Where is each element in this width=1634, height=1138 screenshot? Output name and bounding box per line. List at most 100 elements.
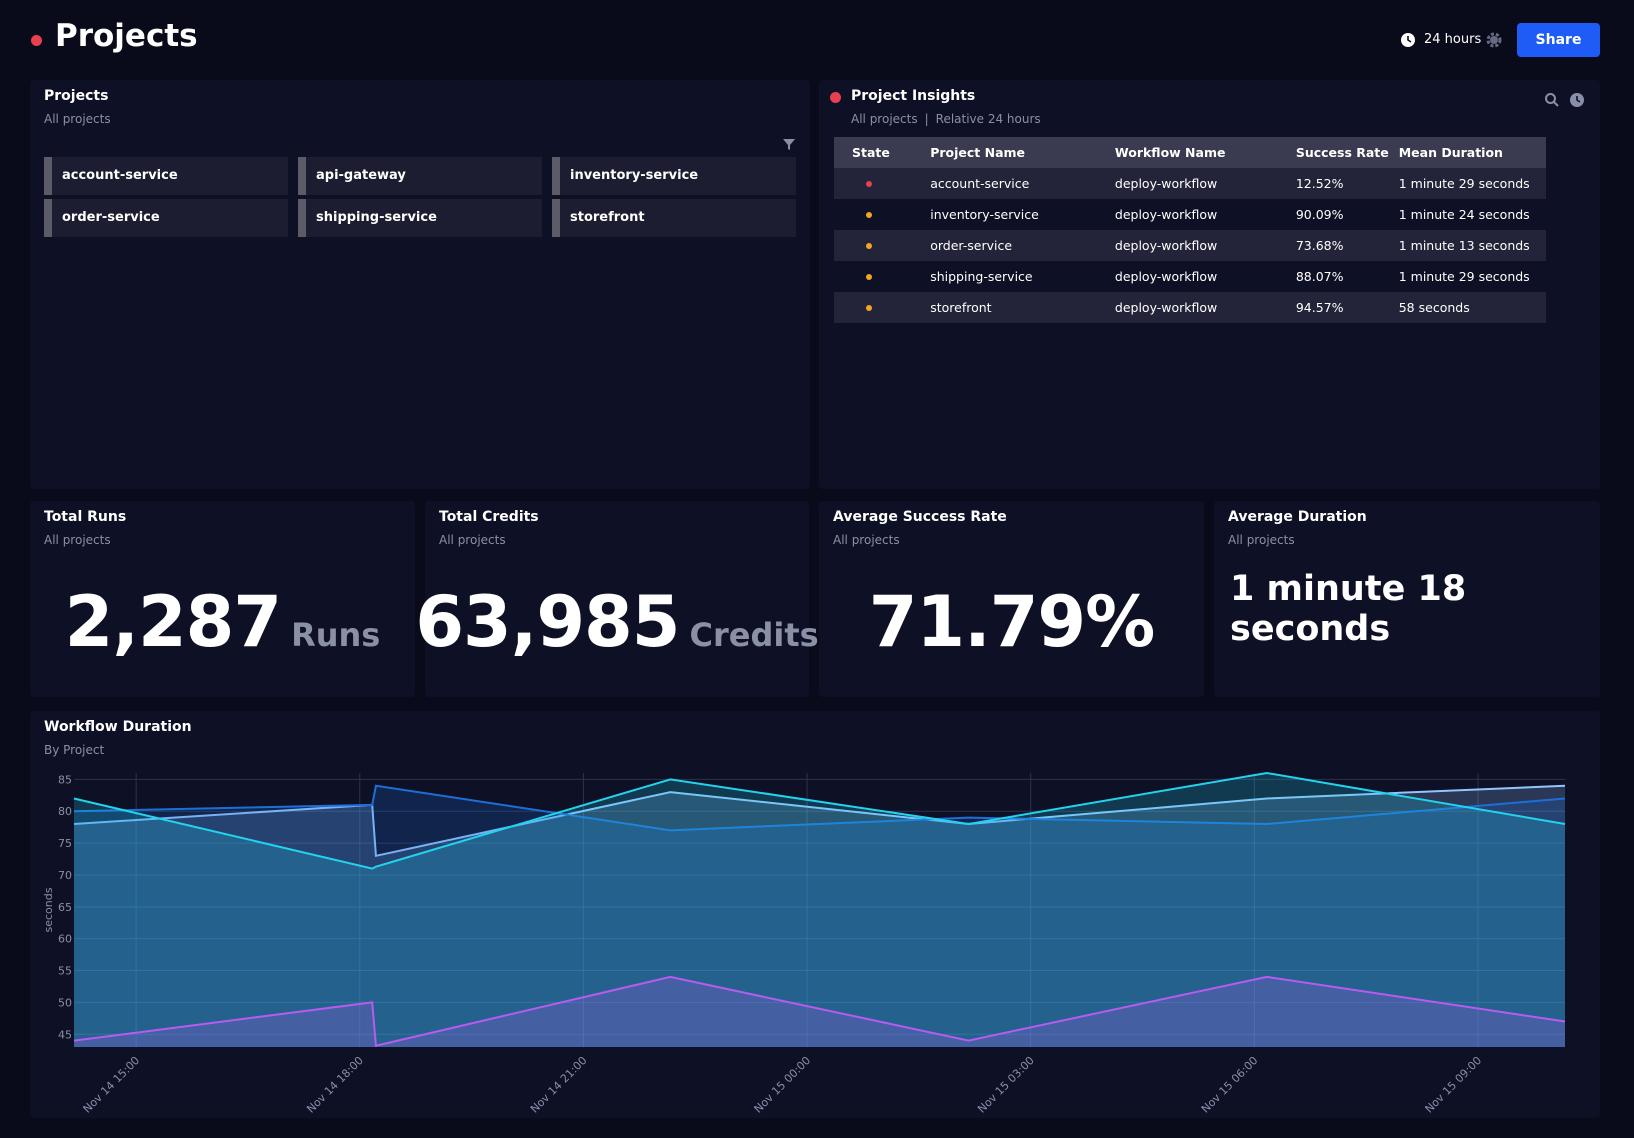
stat-unit: Runs [291, 616, 381, 654]
y-tick-label: 50 [58, 996, 72, 1009]
time-range[interactable]: 24 hours [1424, 32, 1482, 47]
stat-value: 63,985 [415, 581, 680, 663]
table-cell: deploy-workflow [1114, 292, 1296, 323]
chart-panel: Workflow Duration By Project 45 50 55 60 65 7… [30, 711, 1600, 1118]
project-tile[interactable]: api-gateway [298, 157, 542, 195]
area-fill [74, 785, 1565, 1047]
stat-title: Average Success Rate [833, 509, 1007, 525]
y-tick-label: 45 [58, 1028, 72, 1041]
state-dot [866, 273, 872, 280]
y-tick-label: 65 [58, 901, 72, 914]
stat-value: 2,287 [64, 581, 282, 663]
table-cell: deploy-workflow [1114, 207, 1218, 222]
projects-panel: Projects All projects account-service api… [30, 80, 810, 489]
panel-title: Projects [44, 88, 109, 104]
x-tick-label: Nov 14 21:00 [528, 1054, 590, 1116]
table-cell: deploy-workflow [1114, 269, 1218, 284]
subtitle-part: Relative 24 hours [935, 112, 1041, 126]
stat-panel: Average Success Rate All projects 71.79% [819, 501, 1204, 697]
stat-value-row: 63,985 Credits [415, 581, 818, 663]
stat-panel: Average Duration All projects 1 minute 18 … [1214, 501, 1600, 697]
table-row: shipping-service deploy-workflow 88.07% 1 m… [834, 261, 1546, 292]
project-tile[interactable]: account-service [44, 157, 288, 195]
y-tick-label: 60 [58, 933, 72, 946]
x-tick-label: Nov 15 06:00 [1199, 1054, 1261, 1116]
state-cell [834, 292, 931, 323]
area-fill [74, 785, 1565, 1047]
search-icon[interactable] [1544, 92, 1560, 108]
table-cell: 12.52% [1295, 168, 1399, 199]
table-row: order-service deploy-workflow 73.68% 1 minu… [834, 230, 1546, 261]
table-cell: 94.57% [1295, 292, 1399, 323]
stat-panel: Total Credits All projects 63,985 Credits [415, 501, 819, 697]
y-tick-label: 85 [58, 773, 72, 786]
table-cell: 90.09% [1295, 207, 1344, 222]
table-row: storefront deploy-workflow 94.57% 58 second… [834, 292, 1546, 323]
stat-value: 71.79% [868, 581, 1156, 663]
table-cell: account-service [930, 168, 1115, 199]
insights-panel: Project Insights All projects | Relative 2… [819, 80, 1600, 489]
series-line [73, 784, 1566, 832]
table-cell: deploy-workflow [1114, 168, 1296, 199]
page-title: Projects [55, 18, 198, 54]
panel-subtitle: All projects | Relative 24 hours [851, 112, 1041, 126]
project-tile[interactable]: storefront [552, 199, 796, 237]
y-tick-label: 70 [58, 869, 72, 882]
table-cell: 73.68% [1295, 230, 1399, 261]
state-dot [866, 304, 872, 311]
status-dot [830, 92, 841, 103]
table-cell: 1 minute 24 seconds [1398, 207, 1530, 222]
column-header: Success Rate [1295, 137, 1399, 168]
stat-value-row: 2,287 Runs [30, 581, 415, 663]
table-cell: 58 seconds [1398, 292, 1546, 323]
area-fill [74, 773, 1565, 1047]
x-tick-label: Nov 15 03:00 [975, 1054, 1037, 1116]
column-header: Project Name [930, 137, 1115, 168]
stat-value-row: 71.79% [819, 581, 1204, 663]
stat-panel: Total Runs All projects 2,287 Runs [30, 501, 415, 697]
state-dot [866, 180, 872, 187]
project-tile[interactable]: order-service [44, 199, 288, 237]
y-tick-label: 80 [58, 805, 72, 818]
chart: 45 50 55 60 65 70 75 80 85 Nov 14 15:00 Nov 14 18:… [42, 771, 1566, 1116]
y-axis-label: seconds [42, 887, 55, 932]
state-cell [834, 230, 931, 261]
panel-title: Project Insights [851, 88, 976, 104]
history-icon[interactable] [1569, 92, 1585, 108]
stat-title: Total Runs [44, 509, 127, 525]
table-cell: order-service [930, 230, 1115, 261]
table-cell: inventory-service [930, 207, 1039, 222]
table-cell: 1 minute 13 seconds [1398, 230, 1546, 261]
series-line [73, 975, 1566, 1047]
x-tick-label: Nov 15 09:00 [1423, 1054, 1485, 1116]
stat-subtitle: All projects [833, 533, 900, 547]
x-tick-label: Nov 14 18:00 [304, 1054, 366, 1116]
settings-icon[interactable] [1486, 32, 1502, 48]
series-line [73, 771, 1566, 870]
stat-subtitle: All projects [44, 533, 111, 547]
table-cell: storefront [930, 292, 1115, 323]
table-row: inventory-service deploy-workflow 90.09% 1 … [834, 199, 1546, 230]
table-cell: 1 minute 29 seconds [1398, 168, 1546, 199]
state-dot [866, 242, 872, 249]
table-row: account-service deploy-workflow 12.52% 1 mi… [834, 168, 1546, 199]
column-header: Workflow Name [1114, 137, 1296, 168]
status-dot [31, 35, 42, 46]
stat-unit: Credits [689, 616, 819, 654]
table-cell: shipping-service [930, 269, 1033, 284]
filter-icon[interactable] [782, 137, 796, 151]
subtitle-part: All projects [851, 112, 918, 126]
table-cell: deploy-workflow [1114, 230, 1296, 261]
stat-subtitle: All projects [1228, 533, 1295, 547]
y-tick-label: 55 [58, 965, 72, 978]
stat-value: 1 minute 18 seconds [1230, 569, 1467, 649]
panel-subtitle: All projects [44, 112, 111, 126]
share-button[interactable]: Share [1517, 23, 1600, 57]
clock-icon[interactable] [1400, 32, 1416, 48]
project-tile[interactable]: inventory-service [552, 157, 796, 195]
table-cell: 88.07% [1295, 269, 1344, 284]
chart-title: Workflow Duration [44, 719, 192, 735]
stat-title: Average Duration [1228, 509, 1367, 525]
project-tile[interactable]: shipping-service [298, 199, 542, 237]
state-dot [866, 211, 872, 218]
